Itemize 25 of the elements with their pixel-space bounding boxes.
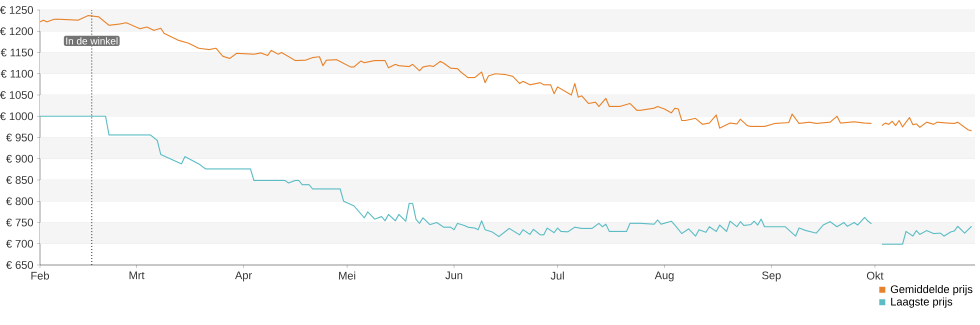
x-tick-label: Feb: [31, 272, 50, 280]
ref-line-label: In de winkel: [66, 37, 118, 45]
y-tick-label: € 1150: [0, 48, 34, 56]
x-tick-label: Aug: [654, 272, 674, 282]
x-tick-label: Mrt: [130, 272, 144, 280]
legend-label: Gemiddelde prijs: [890, 285, 972, 296]
y-tick-label: € 950: [6, 134, 34, 142]
x-tick-label: Jul: [550, 272, 564, 280]
y-tick-label: € 650: [6, 261, 34, 269]
x-tick-label: Apr: [235, 272, 252, 282]
y-tick-label: € 1050: [0, 91, 34, 99]
y-tick-label: € 700: [6, 240, 34, 248]
x-tick-label: Sep: [762, 272, 781, 282]
y-tick-label: € 850: [6, 176, 34, 184]
y-tick-label: € 1100: [0, 70, 34, 78]
x-tick-label: Okt: [866, 272, 884, 280]
y-tick-label: € 750: [6, 218, 34, 226]
x-tick-label: Jun: [445, 272, 462, 280]
y-tick-label: € 1250: [0, 6, 34, 14]
y-tick-label: € 1200: [0, 27, 34, 36]
y-tick-label: € 1000: [0, 112, 34, 120]
y-tick-label: € 800: [6, 197, 34, 206]
x-tick-label: Mei: [339, 272, 356, 280]
y-tick-label: € 900: [6, 154, 34, 163]
legend-label: Laagste prijs: [891, 297, 952, 308]
